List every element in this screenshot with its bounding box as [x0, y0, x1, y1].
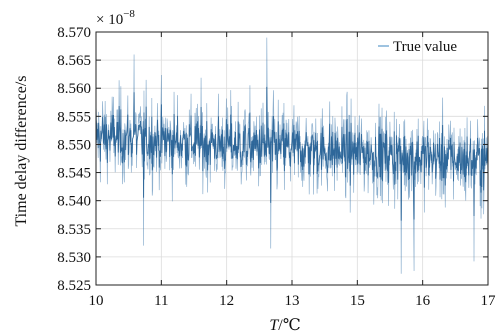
tick-marks — [95, 31, 489, 286]
series-line-light — [95, 37, 489, 274]
y-tick-label: 8.525 — [57, 278, 91, 294]
x-tick-label: 12 — [219, 293, 234, 309]
y-tick-label: 8.530 — [57, 250, 91, 266]
x-axis-label-variable: T — [269, 317, 279, 334]
series-layer — [95, 37, 489, 274]
x-tick-label: 15 — [350, 293, 365, 309]
y-tick-label: 8.545 — [57, 166, 91, 182]
y-multiplier-prefix: × 10 — [96, 12, 123, 28]
legend-label: True value — [393, 39, 457, 55]
y-multiplier-exponent: −8 — [123, 8, 135, 20]
x-axis-label-unit: /℃ — [278, 317, 300, 334]
x-axis-label: T/℃ — [269, 317, 300, 334]
x-tick-label: 17 — [481, 293, 497, 309]
y-tick-label: 8.550 — [57, 137, 91, 153]
y-axis-label: Time delay difference/s — [13, 75, 30, 226]
y-tick-label: 8.535 — [57, 222, 91, 238]
x-tick-label: 10 — [89, 293, 104, 309]
y-axis-multiplier: × 10−8 — [96, 8, 135, 28]
series-line — [95, 86, 489, 221]
y-tick-label: 8.555 — [57, 109, 91, 125]
y-tick-labels: 8.525 8.530 8.535 8.540 8.545 8.550 8.555 8.560… — [57, 25, 91, 294]
y-tick-label: 8.570 — [57, 25, 91, 41]
x-tick-label: 16 — [415, 293, 431, 309]
y-tick-label: 8.560 — [57, 81, 91, 97]
y-tick-label: 8.565 — [57, 53, 91, 69]
x-tick-labels: 10 11 12 13 15 16 17 — [89, 293, 497, 309]
legend: True value — [378, 39, 457, 55]
x-tick-label: 13 — [285, 293, 300, 309]
x-tick-label: 11 — [154, 293, 168, 309]
y-tick-label: 8.540 — [57, 194, 91, 210]
